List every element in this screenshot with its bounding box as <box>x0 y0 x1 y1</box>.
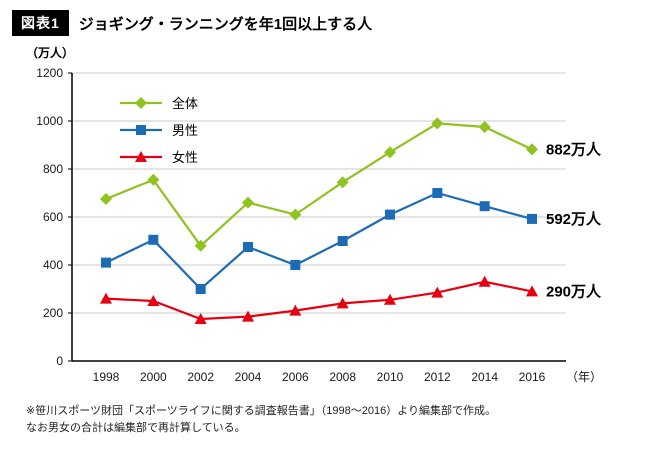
square-marker <box>432 188 443 198</box>
square-marker <box>479 201 490 212</box>
chart-title: ジョギング・ランニングを年1回以上する人 <box>78 15 373 33</box>
x-tick-label: 1998 <box>93 370 120 384</box>
y-axis-unit-label: （万人） <box>26 46 75 60</box>
series-line-男性 <box>105 191 533 291</box>
diamond-marker <box>289 208 302 221</box>
square-marker <box>101 257 111 268</box>
figure-number-badge: 図表1 <box>12 10 69 36</box>
diamond-marker <box>242 196 254 209</box>
triangle-marker <box>194 313 207 324</box>
diamond-marker <box>336 176 349 189</box>
diamond-marker <box>384 146 396 159</box>
triangle-marker <box>100 292 112 304</box>
figure-header: 図表1 ジョギング・ランニングを年1回以上する人 <box>12 10 658 36</box>
diamond-marker <box>526 143 538 156</box>
x-axis-suffix: （年） <box>566 370 602 384</box>
triangle-marker <box>147 295 160 306</box>
y-tick-label: 800 <box>43 162 63 176</box>
diamond-marker <box>100 193 112 205</box>
x-tick-label: 2006 <box>282 370 309 384</box>
y-tick-label: 200 <box>43 306 63 320</box>
x-tick-label: 2000 <box>140 370 167 384</box>
square-marker <box>195 284 206 294</box>
x-tick-label: 2004 <box>235 370 262 384</box>
series-line-全体 <box>105 122 533 248</box>
diamond-marker <box>431 117 444 130</box>
x-tick-label: 2008 <box>329 370 356 384</box>
footnote-line-1: ※笹川スポーツ財団「スポーツライフに関する調査報告書」（1998〜2016）より… <box>26 405 496 417</box>
triangle-marker <box>526 285 538 297</box>
y-tick-label: 1200 <box>36 66 63 80</box>
square-marker <box>337 236 348 246</box>
legend-label: 全体 <box>172 96 198 111</box>
x-tick-label: 2014 <box>471 370 498 384</box>
diamond-marker <box>478 121 491 133</box>
source-footnote: ※笹川スポーツ財団「スポーツライフに関する調査報告書」（1998〜2016）より… <box>26 403 658 437</box>
legend-label: 男性 <box>172 123 198 138</box>
y-tick-label: 600 <box>43 210 63 224</box>
triangle-marker <box>431 286 444 298</box>
triangle-marker <box>336 297 349 309</box>
y-tick-label: 0 <box>56 354 63 368</box>
diamond-marker <box>194 239 207 252</box>
line-chart: 0 200 400 600 800 1000 1200 1998 2000 2002 2004 200… <box>36 66 602 384</box>
triangle-marker <box>384 293 396 305</box>
triangle-marker <box>478 275 491 287</box>
square-marker <box>136 125 146 135</box>
diamond-marker <box>147 173 160 186</box>
series-end-label: 592万人 <box>546 211 602 228</box>
x-tick-label: 2016 <box>519 370 546 384</box>
y-tick-label: 400 <box>43 258 63 272</box>
series-end-label: 882万人 <box>546 141 602 158</box>
diamond-marker <box>135 97 147 109</box>
square-marker <box>290 260 301 270</box>
y-tick-label: 1000 <box>36 114 63 128</box>
square-marker <box>148 234 159 245</box>
x-tick-label: 2012 <box>424 370 451 384</box>
x-tick-label: 2010 <box>377 370 404 384</box>
x-tick-label: 2002 <box>187 370 214 384</box>
series-end-label: 290万人 <box>546 283 602 300</box>
square-marker <box>527 213 537 224</box>
footnote-line-2: なお男女の合計は編集部で再計算している。 <box>26 422 246 435</box>
chart-area: 0 200 400 600 800 1000 1200 1998 2000 2002 2004 200… <box>12 61 658 399</box>
triangle-marker <box>242 310 254 322</box>
triangle-marker <box>135 151 147 162</box>
legend-label: 女性 <box>172 150 198 165</box>
triangle-marker <box>289 304 302 316</box>
square-marker <box>243 242 253 252</box>
square-marker <box>385 209 395 220</box>
series-line-女性 <box>105 280 533 321</box>
